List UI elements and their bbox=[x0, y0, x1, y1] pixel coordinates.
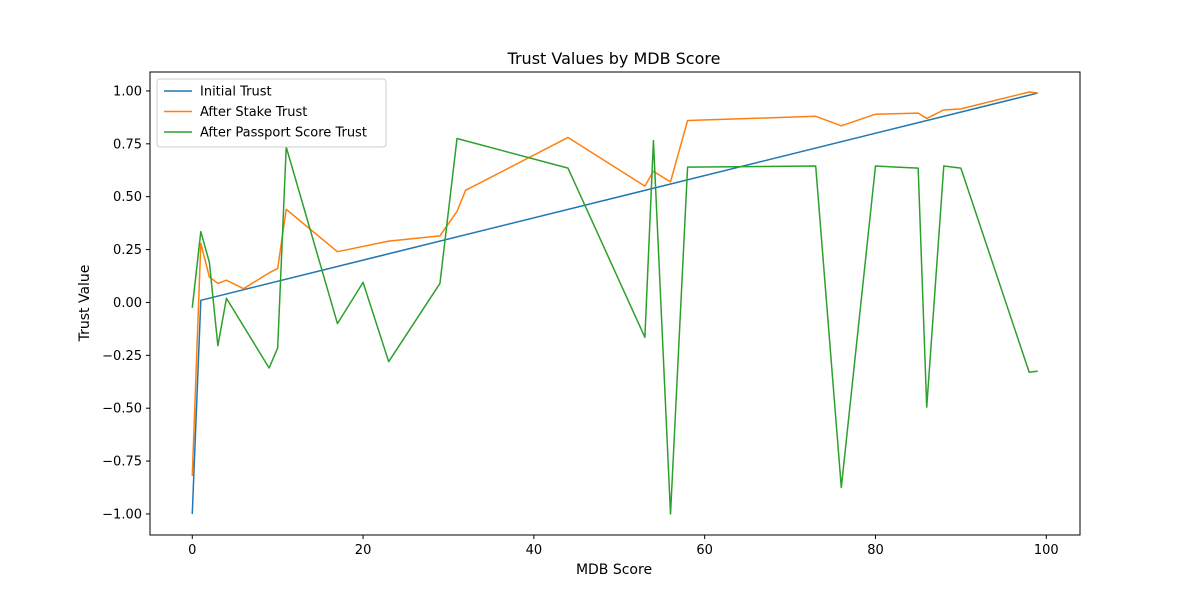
x-axis-label: MDB Score bbox=[576, 562, 652, 578]
series-line bbox=[191, 91, 1038, 476]
y-axis: −1.00 −0.75 −0.50 −0.25 0.00 0.25 0.50 0.75 1.00 bbox=[102, 84, 150, 522]
series-initial-trust bbox=[191, 92, 1038, 514]
y-tick-label: −0.75 bbox=[102, 455, 142, 470]
y-axis-label: Trust Value bbox=[77, 265, 93, 343]
legend-label: Initial Trust bbox=[200, 85, 272, 100]
y-tick-label: −0.50 bbox=[102, 402, 142, 417]
series-after-passport-score-trust bbox=[191, 137, 1038, 515]
y-tick-label: 0.75 bbox=[113, 137, 142, 152]
y-tick-label: −0.25 bbox=[102, 349, 142, 364]
legend-box bbox=[156, 78, 387, 148]
x-tick-label: 60 bbox=[696, 543, 713, 558]
x-tick-label: 100 bbox=[1034, 543, 1059, 558]
plot-area bbox=[191, 91, 1038, 515]
axes-frame bbox=[149, 71, 1081, 536]
x-tick-label: 40 bbox=[526, 543, 543, 558]
x-axis: 0 20 40 60 80 100 bbox=[188, 535, 1059, 558]
y-tick-label: 0.25 bbox=[113, 243, 142, 258]
series-line bbox=[191, 92, 1038, 514]
legend-item: After Passport Score Trust bbox=[164, 126, 367, 141]
legend: Initial Trust After Stake Trust After Pass… bbox=[156, 78, 387, 148]
y-tick-label: 0.00 bbox=[113, 296, 142, 311]
series-line bbox=[191, 137, 1038, 515]
y-tick-label: 1.00 bbox=[113, 84, 142, 99]
chart-title: Trust Values by MDB Score bbox=[507, 49, 721, 68]
legend-label: After Passport Score Trust bbox=[200, 126, 367, 141]
x-tick-label: 20 bbox=[355, 543, 372, 558]
x-tick-label: 0 bbox=[188, 543, 196, 558]
y-tick-label: 0.50 bbox=[113, 190, 142, 205]
y-tick-label: −1.00 bbox=[102, 507, 142, 522]
legend-item: After Stake Trust bbox=[164, 105, 307, 120]
series-after-stake-trust bbox=[191, 91, 1038, 476]
x-tick-label: 80 bbox=[867, 543, 884, 558]
legend-item: Initial Trust bbox=[164, 85, 272, 100]
legend-label: After Stake Trust bbox=[200, 105, 307, 120]
